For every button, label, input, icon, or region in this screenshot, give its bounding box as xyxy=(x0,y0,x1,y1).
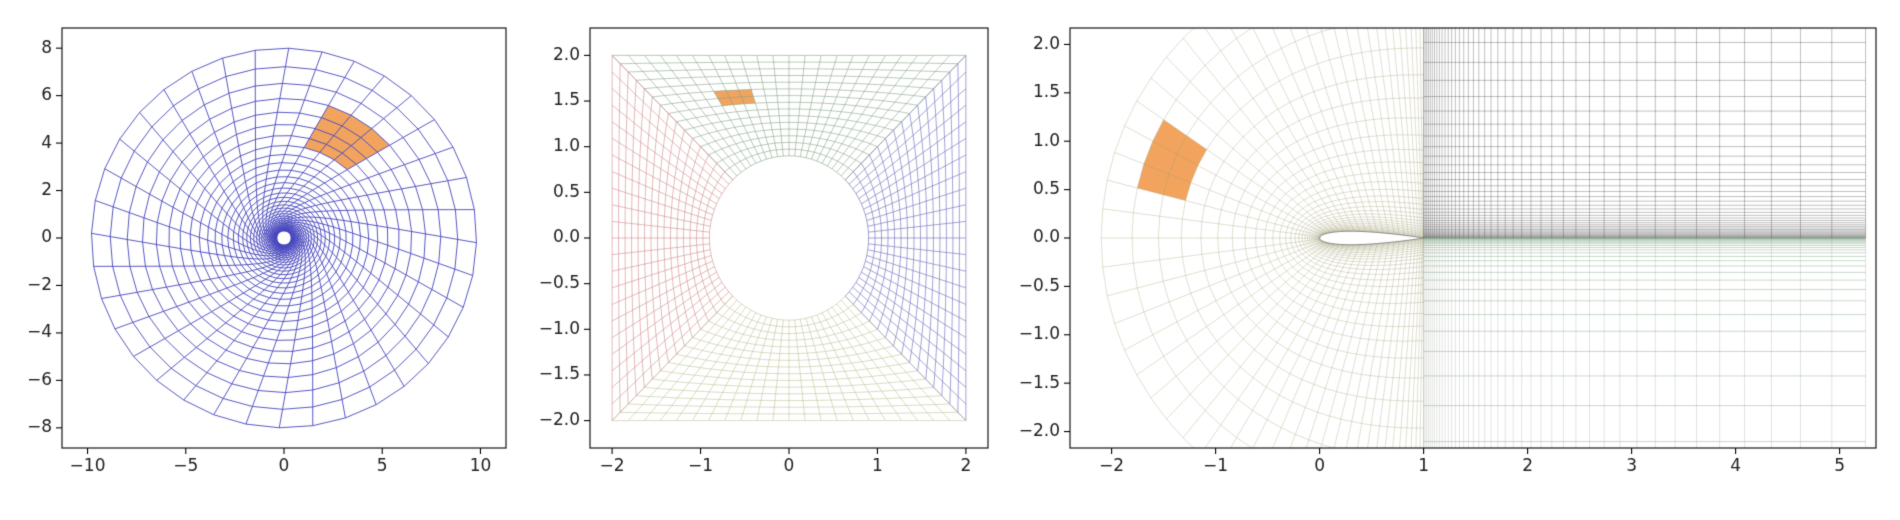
panel-airfoil-c-mesh xyxy=(1010,14,1890,494)
square-hole-mesh-canvas xyxy=(530,14,1000,494)
airfoil-c-mesh-canvas xyxy=(1010,14,1890,494)
panel-square-hole-mesh xyxy=(530,14,1000,494)
spiral-disk-mesh-canvas xyxy=(10,14,520,494)
panel-spiral-disk-mesh xyxy=(10,14,520,494)
